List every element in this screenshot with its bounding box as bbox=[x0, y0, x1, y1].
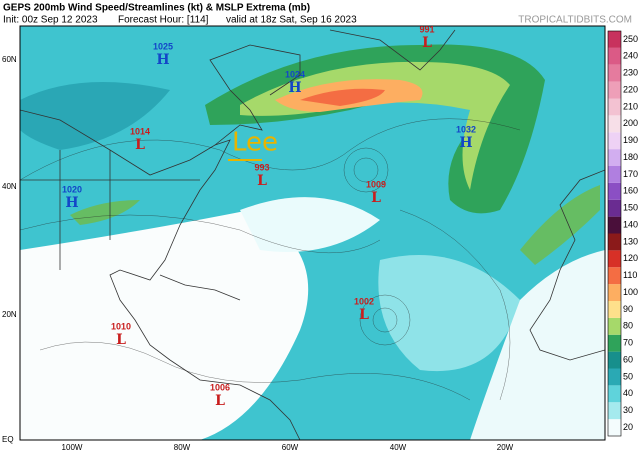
longitude-label: 100W bbox=[62, 443, 83, 452]
colorbar-label: 240 bbox=[623, 51, 638, 61]
jet-core bbox=[300, 88, 385, 106]
storm-annotation: Lee bbox=[232, 128, 278, 158]
pressure-value: 993 bbox=[254, 162, 269, 172]
colorbar-label: 50 bbox=[623, 371, 633, 381]
colorbar-label: 250 bbox=[623, 34, 638, 44]
longitude-label: 80W bbox=[174, 443, 191, 452]
pressure-center: H bbox=[156, 52, 169, 68]
pressure-center: H bbox=[459, 135, 472, 151]
colorbar-swatch bbox=[608, 385, 621, 403]
colorbar-label: 180 bbox=[623, 152, 638, 162]
pressure-value: 1020 bbox=[62, 184, 82, 194]
pressure-center: L bbox=[135, 137, 145, 153]
pressure-value: 1025 bbox=[153, 41, 173, 51]
pressure-value: 1010 bbox=[111, 321, 131, 331]
latitude-label: 20N bbox=[2, 310, 17, 319]
colorbar-label: 160 bbox=[623, 186, 638, 196]
forecast-hour: Forecast Hour: [114] bbox=[118, 15, 209, 26]
pressure-value: 1009 bbox=[366, 179, 386, 189]
colorbar-label: 20 bbox=[623, 422, 633, 432]
colorbar-label: 210 bbox=[623, 101, 638, 111]
colorbar-label: 170 bbox=[623, 169, 638, 179]
colorbar-label: 110 bbox=[623, 270, 637, 280]
colorbar-label: 80 bbox=[623, 321, 633, 331]
pressure-center: H bbox=[65, 195, 78, 211]
pressure-center: H bbox=[288, 80, 301, 96]
streamlines bbox=[20, 118, 521, 401]
valid-time: valid at 18z Sat, Sep 16 2023 bbox=[226, 15, 357, 26]
wind-area bbox=[378, 255, 520, 372]
colorbar-swatch bbox=[608, 98, 621, 116]
colorbar-swatch bbox=[608, 31, 621, 48]
pressure-value: 991 bbox=[419, 24, 434, 34]
colorbar-label: 230 bbox=[623, 68, 638, 78]
colorbar-label: 30 bbox=[623, 405, 633, 415]
latitude-label: EQ bbox=[2, 435, 14, 444]
colorbar-swatch bbox=[608, 81, 621, 99]
longitude-label: 40W bbox=[390, 443, 407, 452]
colorbar-label: 100 bbox=[623, 287, 638, 297]
colorbar-label: 190 bbox=[623, 135, 638, 145]
title: GEPS 200mb Wind Speed/Streamlines (kt) &… bbox=[3, 3, 310, 14]
colorbar-label: 130 bbox=[623, 236, 638, 246]
calm-area bbox=[20, 210, 309, 440]
colorbar-swatch bbox=[608, 351, 621, 369]
pressure-center: L bbox=[422, 35, 432, 51]
map-frame bbox=[19, 25, 606, 441]
latitude-label: 60N bbox=[2, 55, 17, 64]
colorbar-swatch bbox=[608, 419, 621, 436]
colorbar-label: 200 bbox=[623, 118, 638, 128]
colorbar-swatch bbox=[608, 402, 621, 420]
jet-stream bbox=[520, 185, 600, 265]
colorbar-swatch bbox=[608, 301, 621, 318]
latitude-label: 40N bbox=[2, 182, 17, 191]
colorbar-swatch bbox=[608, 334, 621, 352]
wind-area bbox=[20, 82, 170, 150]
colorbar-swatch bbox=[608, 166, 621, 183]
colorbar-label: 220 bbox=[623, 84, 638, 94]
site-name: TROPICALTIDBITS.COM bbox=[518, 15, 632, 26]
jet-stream bbox=[70, 200, 140, 225]
colorbar-label: 70 bbox=[623, 338, 633, 348]
colorbar-label: 120 bbox=[623, 253, 638, 263]
colorbar-swatch bbox=[608, 250, 621, 268]
colorbar-swatch bbox=[608, 199, 621, 217]
colorbar-swatch bbox=[608, 233, 621, 251]
colorbar-label: 150 bbox=[623, 203, 638, 213]
pressure-value: 1002 bbox=[354, 296, 374, 306]
colorbar-label: 60 bbox=[623, 354, 633, 364]
colorbar-swatch bbox=[608, 149, 621, 166]
colorbar-swatch bbox=[608, 47, 621, 65]
pressure-value: 1006 bbox=[210, 382, 230, 392]
longitude-label: 60W bbox=[282, 443, 299, 452]
colorbar-label: 40 bbox=[623, 388, 633, 398]
colorbar-swatch bbox=[608, 115, 621, 133]
longitude-label: 20W bbox=[497, 443, 514, 452]
pressure-value: 1024 bbox=[285, 69, 305, 79]
pressure-center: L bbox=[257, 173, 267, 189]
pressure-center: L bbox=[116, 332, 126, 348]
pressure-center: L bbox=[215, 393, 225, 409]
pressure-center: L bbox=[371, 190, 381, 206]
pressure-value: 1032 bbox=[456, 124, 476, 134]
colorbar-swatch bbox=[608, 132, 621, 150]
colorbar-frame bbox=[607, 30, 622, 437]
colorbar-swatch bbox=[608, 182, 621, 200]
colorbar-swatch bbox=[608, 284, 621, 301]
colorbar-swatch bbox=[608, 368, 621, 386]
coastlines bbox=[20, 29, 605, 440]
colorbar-swatch bbox=[608, 317, 621, 335]
pressure-center: L bbox=[359, 307, 369, 323]
init-time: Init: 00z Sep 12 2023 bbox=[3, 15, 98, 26]
colorbar-label: 90 bbox=[623, 304, 633, 314]
colorbar-swatch bbox=[608, 216, 621, 234]
colorbar-swatch bbox=[608, 267, 621, 285]
calm-area bbox=[240, 197, 380, 252]
colorbar-swatch bbox=[608, 64, 621, 82]
map-area bbox=[20, 26, 605, 440]
pressure-value: 1014 bbox=[130, 126, 150, 136]
colorbar-label: 140 bbox=[623, 219, 638, 229]
